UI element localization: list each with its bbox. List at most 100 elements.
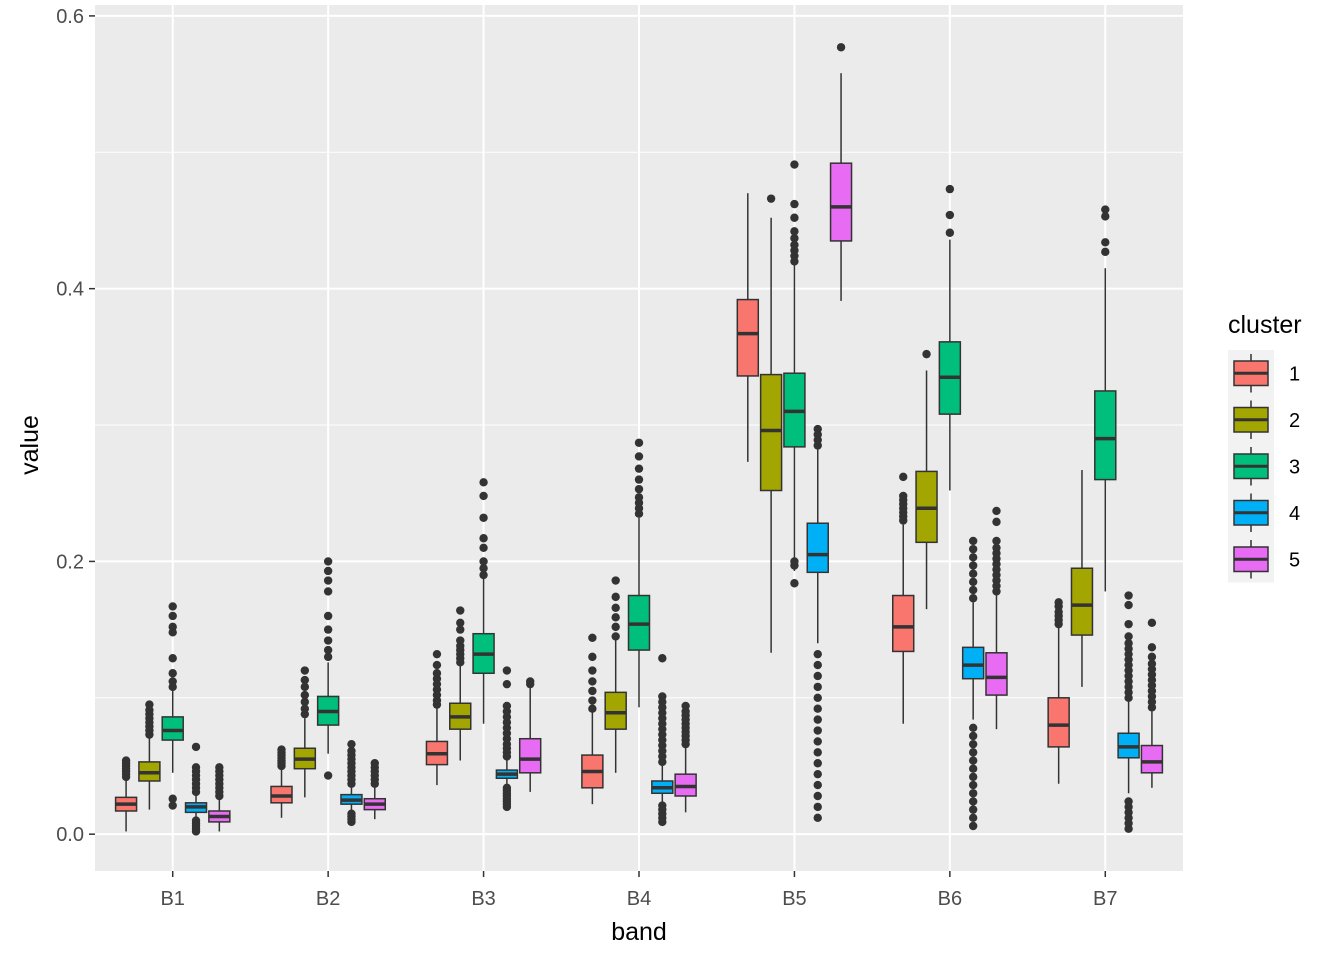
outlier-point — [968, 805, 978, 814]
outlier-point — [502, 679, 512, 689]
outlier-point — [1124, 619, 1133, 629]
y-axis: 0.0 0.2 0.4 0.6 — [56, 6, 95, 846]
x-tick-label: B6 — [938, 888, 962, 910]
box-iqr — [759, 373, 783, 492]
x-tick-label: B5 — [782, 888, 806, 910]
outlier-point — [323, 636, 333, 645]
legend-item-4: 4 — [1233, 493, 1300, 532]
box-B6-cluster-3 — [938, 184, 962, 491]
boxes-layer — [114, 43, 1164, 836]
outlier-point — [813, 682, 822, 692]
outlier-point — [813, 693, 822, 702]
outlier-point — [502, 666, 512, 675]
outlier-point — [588, 633, 597, 642]
outlier-point — [168, 677, 177, 686]
box-B3-cluster-2 — [449, 606, 472, 761]
outlier-point — [1147, 618, 1157, 627]
outlier-point — [611, 576, 620, 585]
legend-item-1: 1 — [1233, 354, 1300, 393]
outlier-point — [323, 557, 333, 566]
outlier-point — [945, 184, 955, 194]
box-iqr — [161, 716, 184, 741]
x-tick-label: B1 — [160, 888, 184, 910]
box-B6-cluster-5 — [985, 506, 1008, 730]
outlier-point — [323, 576, 333, 585]
box-B7-cluster-4 — [1117, 591, 1140, 833]
outlier-point — [968, 789, 978, 798]
outlier-point — [323, 566, 333, 576]
outlier-point — [968, 544, 978, 554]
outlier-point — [1054, 598, 1063, 607]
outlier-point — [813, 704, 822, 713]
box-B2-cluster-5 — [363, 759, 387, 820]
outlier-point — [813, 424, 822, 434]
outlier-point — [634, 464, 644, 473]
legend-item-3: 3 — [1233, 447, 1300, 486]
box-B5-cluster-2 — [759, 194, 783, 653]
outlier-point — [813, 671, 822, 681]
outlier-point — [1124, 591, 1133, 600]
outlier-point — [432, 649, 442, 659]
outlier-point — [658, 654, 667, 663]
box-iqr — [985, 652, 1008, 696]
outlier-point — [588, 666, 597, 675]
outlier-point — [323, 771, 333, 780]
outlier-point — [813, 791, 822, 801]
box-B7-cluster-2 — [1070, 470, 1094, 687]
outlier-point — [611, 613, 620, 622]
outlier-point — [634, 452, 644, 461]
outlier-point — [456, 625, 465, 634]
outlier-point — [968, 569, 978, 578]
outlier-point — [899, 472, 908, 482]
outlier-point — [899, 491, 908, 501]
box-B3-cluster-3 — [472, 478, 495, 724]
outlier-point — [968, 739, 978, 749]
outlier-point — [968, 764, 978, 773]
outlier-point — [790, 227, 799, 236]
outlier-point — [300, 682, 310, 692]
outlier-point — [479, 557, 488, 566]
box-B2-cluster-2 — [293, 666, 317, 798]
legend-label: 2 — [1289, 410, 1300, 432]
box-B1-cluster-1 — [114, 756, 138, 832]
outlier-point — [588, 704, 597, 713]
box-B2-cluster-4 — [340, 739, 363, 827]
outlier-point — [347, 739, 356, 749]
box-B2-cluster-1 — [270, 745, 293, 818]
x-tick-label: B2 — [316, 888, 340, 910]
box-B5-cluster-1 — [736, 193, 760, 462]
outlier-point — [790, 199, 799, 209]
outlier-point — [479, 478, 488, 487]
outlier-point — [658, 801, 667, 810]
box-B4-cluster-1 — [581, 633, 604, 805]
outlier-point — [588, 686, 597, 696]
outlier-point — [300, 675, 310, 685]
outlier-point — [1101, 247, 1110, 257]
outlier-point — [968, 536, 978, 546]
outlier-point — [992, 517, 1001, 527]
box-iqr — [736, 298, 760, 377]
outlier-point — [968, 797, 978, 806]
outlier-point — [968, 577, 978, 587]
y-tick-label: 0.0 — [56, 824, 84, 846]
outlier-point — [813, 649, 822, 659]
outlier-point — [968, 813, 978, 823]
outlier-point — [790, 557, 799, 566]
outlier-point — [813, 660, 822, 670]
outlier-point — [968, 756, 978, 765]
box-B3-cluster-5 — [518, 677, 542, 792]
y-tick-label: 0.4 — [56, 279, 84, 301]
outlier-point — [456, 618, 465, 627]
outlier-point — [191, 742, 201, 752]
box-iqr — [1094, 390, 1117, 481]
outlier-point — [347, 809, 356, 818]
outlier-point — [168, 611, 177, 621]
box-B1-cluster-2 — [138, 700, 161, 810]
outlier-point — [968, 561, 978, 570]
box-B5-cluster-4 — [806, 424, 829, 823]
legend-item-5: 5 — [1233, 540, 1300, 579]
outlier-point — [611, 603, 620, 612]
outlier-point — [1124, 632, 1133, 641]
outlier-point — [432, 660, 442, 670]
